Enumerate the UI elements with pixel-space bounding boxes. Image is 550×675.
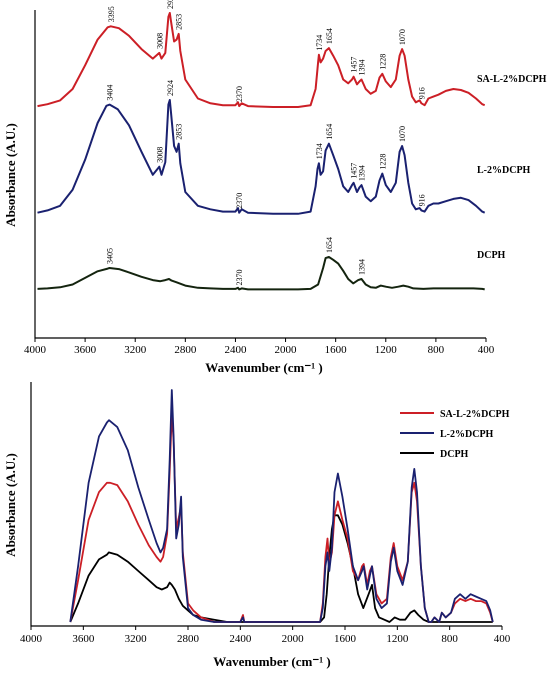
top-peak-label: 3008 — [155, 33, 164, 49]
legend-label-sa: SA-L-2%DCPH — [440, 409, 510, 420]
top-x-tick-label: 3200 — [124, 344, 147, 356]
top-peak-label: 1734 — [315, 143, 324, 159]
top-peak-label: 3405 — [106, 248, 115, 264]
legend-label-d: DCPH — [440, 449, 469, 460]
bottom-x-tick-label: 3200 — [125, 633, 148, 645]
top-peak-label: 1654 — [325, 237, 334, 253]
top-x-tick-label: 2400 — [224, 344, 247, 356]
bottom-series-line-0 — [69, 412, 494, 623]
top-peak-label: 2853 — [175, 14, 184, 30]
top-y-axis-label: Absorbance (A.U.) — [3, 123, 18, 227]
bottom-x-tick-label: 800 — [441, 633, 458, 645]
top-peak-label: 1654 — [325, 28, 334, 44]
legend-label-l: L-2%DCPH — [440, 429, 494, 440]
top-peak-label: 1228 — [378, 54, 387, 70]
bottom-x-tick-label: 3600 — [72, 633, 95, 645]
bottom-x-tick-label: 2000 — [282, 633, 305, 645]
top-peak-label: 1734 — [315, 35, 324, 51]
bottom-y-axis-label: Absorbance (A.U.) — [3, 453, 18, 557]
top-peak-label: 2924 — [166, 0, 175, 9]
top-series-label-2: DCPH — [477, 250, 506, 261]
top-peak-label: 2370 — [235, 193, 244, 209]
bottom-series — [69, 389, 494, 623]
bottom-axis-frame — [30, 382, 502, 627]
top-peak-label: 1457 — [350, 163, 359, 179]
top-series-line-0 — [37, 12, 486, 108]
top-peak-label: 3404 — [106, 85, 115, 101]
bottom-x-tick-label: 1600 — [334, 633, 357, 645]
top-peak-label: 916 — [417, 194, 426, 206]
top-peak-label: 1394 — [357, 259, 366, 275]
bottom-x-tick-label: 2400 — [229, 633, 252, 645]
top-x-tick-label: 800 — [428, 344, 445, 356]
top-x-tick-label: 4000 — [24, 344, 47, 356]
top-peak-label: 1394 — [357, 60, 366, 76]
top-peak-label: 1070 — [398, 29, 407, 45]
top-series-labels: SA-L-2%DCPH L-2%DCPH DCPH — [477, 74, 547, 261]
bottom-series-line-2 — [69, 514, 493, 623]
top-x-tick-label: 1200 — [375, 344, 398, 356]
top-peak-label: 2370 — [235, 269, 244, 285]
top-x-tick-label: 2000 — [275, 344, 298, 356]
top-x-axis-label: Wavenumber (cm⁻¹ ) — [205, 360, 322, 375]
top-panel: 4000 3600 3200 2800 2400 2000 1600 1200 800 400 3… — [3, 0, 547, 375]
top-series — [37, 12, 486, 291]
top-x-tick-label: 3600 — [74, 344, 97, 356]
top-x-tick-label: 2800 — [174, 344, 197, 356]
top-series-line-2 — [37, 256, 485, 291]
top-series-label-0: SA-L-2%DCPH — [477, 74, 547, 85]
top-peak-label: 3395 — [107, 6, 116, 22]
bottom-x-tick-label: 2800 — [177, 633, 200, 645]
top-peak-label: 2853 — [175, 124, 184, 140]
bottom-x-axis-label: Wavenumber (cm⁻¹ ) — [213, 654, 330, 669]
top-x-ticks: 4000 3600 3200 2800 2400 2000 1600 1200 800 400 — [24, 338, 495, 356]
top-series-line-1 — [37, 99, 486, 215]
top-peak-label: 3008 — [155, 147, 164, 163]
bottom-x-tick-label: 400 — [494, 633, 511, 645]
top-peak-label: 1394 — [357, 165, 366, 181]
top-x-tick-label: 400 — [478, 344, 495, 356]
top-peak-label: 1654 — [325, 124, 334, 140]
bottom-series-line-1 — [69, 389, 494, 623]
top-x-tick-label: 1600 — [325, 344, 348, 356]
bottom-x-tick-label: 4000 — [20, 633, 43, 645]
top-series-label-1: L-2%DCPH — [477, 165, 531, 176]
top-peak-label: 2924 — [166, 80, 175, 96]
top-peak-label: 1070 — [398, 126, 407, 142]
top-peak-label: 916 — [417, 87, 426, 99]
legend: SA-L-2%DCPH L-2%DCPH DCPH — [400, 409, 510, 460]
bottom-x-tick-label: 1200 — [386, 633, 409, 645]
top-peak-label: 2370 — [235, 86, 244, 102]
bottom-x-ticks: 4000 3600 3200 2800 2400 2000 1600 1200 800 400 — [20, 626, 511, 645]
top-peak-label: 1457 — [350, 57, 359, 73]
bottom-panel: 4000 3600 3200 2800 2400 2000 1600 1200 800 400 S… — [3, 382, 511, 669]
top-peak-label: 1228 — [378, 154, 387, 170]
